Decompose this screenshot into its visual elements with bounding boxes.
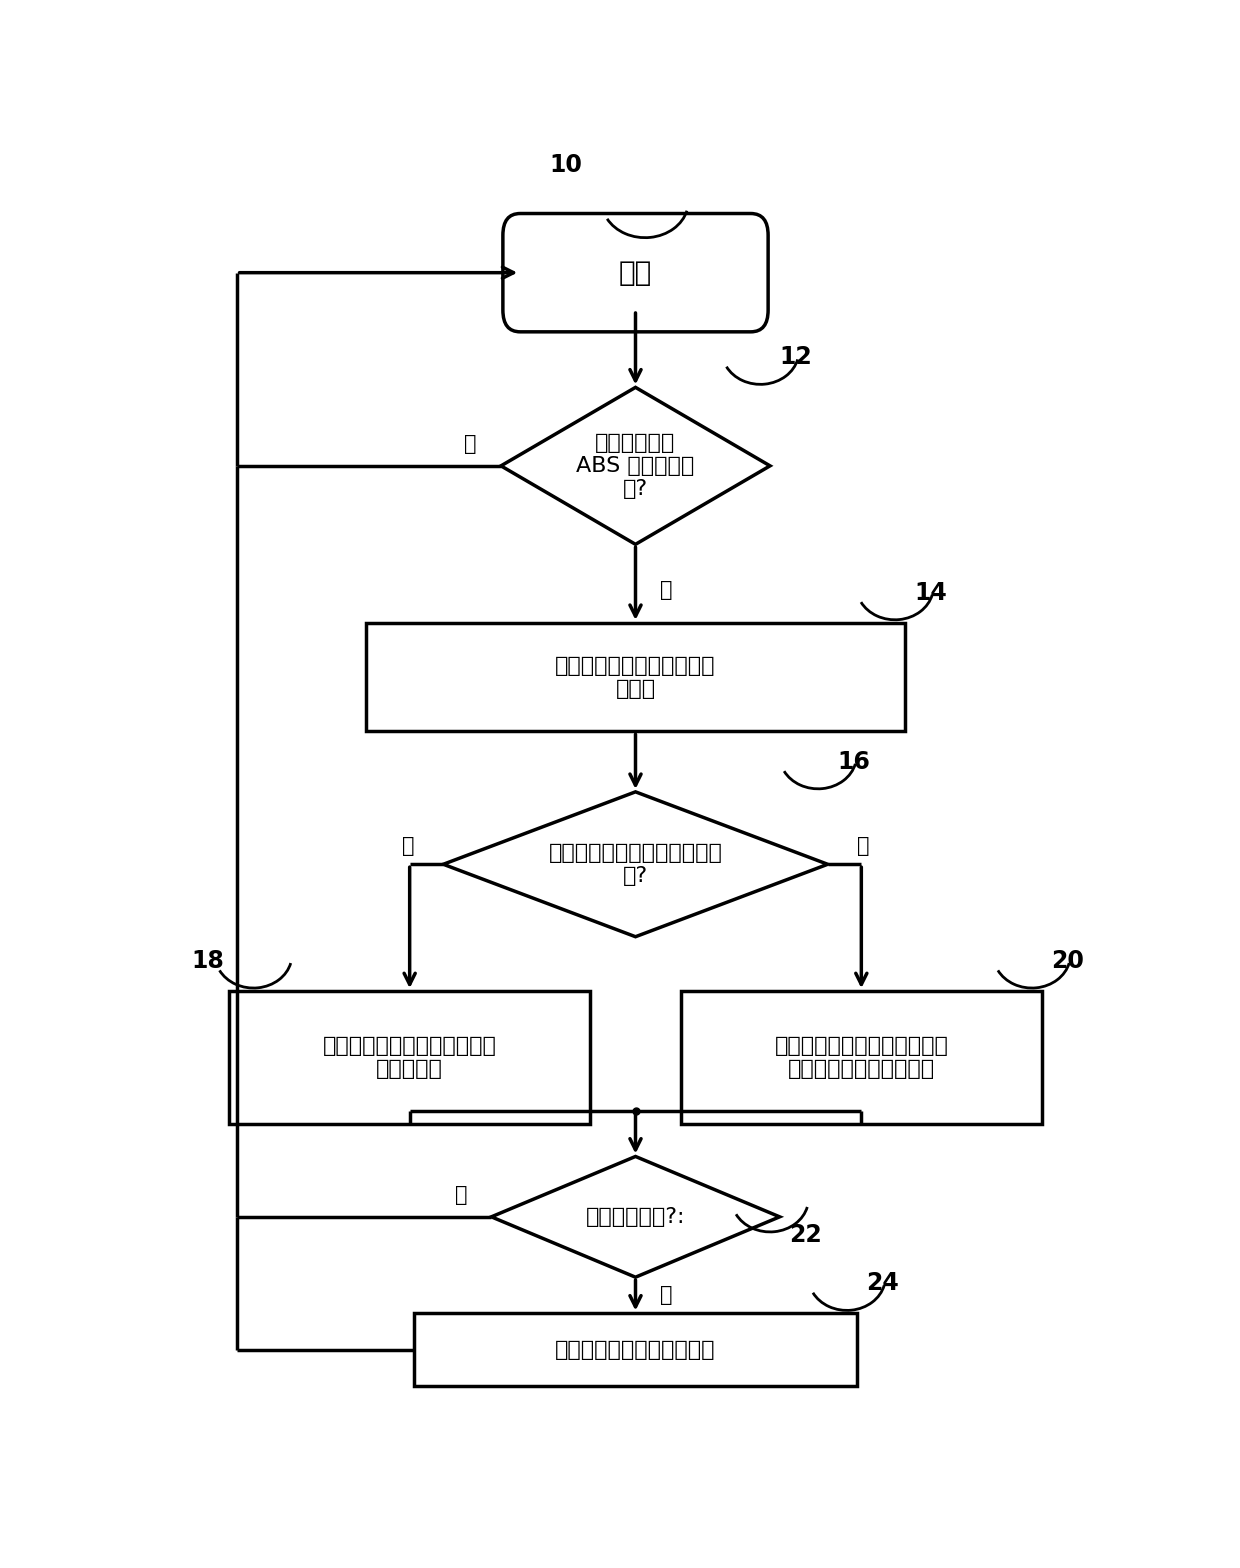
Text: 是: 是 <box>857 836 869 856</box>
Bar <box>229 991 590 1124</box>
Text: 开始: 开始 <box>619 259 652 287</box>
Text: 22: 22 <box>789 1223 822 1247</box>
FancyBboxPatch shape <box>503 213 768 332</box>
Text: 在四轮模式中
ABS 系统是活动
的?: 在四轮模式中 ABS 系统是活动 的? <box>577 433 694 499</box>
Text: 低摩擦系数或全部车轮已经抗
死?: 低摩擦系数或全部车轮已经抗 死? <box>548 842 723 886</box>
Text: 14: 14 <box>914 580 947 605</box>
Text: 是: 是 <box>660 1286 672 1305</box>
Text: 18: 18 <box>192 949 224 972</box>
Text: 否: 否 <box>465 434 477 455</box>
Text: 10: 10 <box>549 154 582 177</box>
Text: 确定压力极限作为抗死制动压
力的最大值加上安全余量: 确定压力极限作为抗死制动压 力的最大值加上安全余量 <box>775 1036 949 1079</box>
Text: 将制动压力降低到压力极限: 将制动压力降低到压力极限 <box>556 1339 715 1359</box>
Text: 24: 24 <box>866 1272 899 1295</box>
Text: 12: 12 <box>780 345 812 370</box>
Text: 16: 16 <box>837 750 870 773</box>
Polygon shape <box>491 1157 780 1278</box>
Polygon shape <box>444 792 828 936</box>
Bar <box>414 1314 857 1386</box>
Text: 确定压力极限作为抗死制动压
力的最大值: 确定压力极限作为抗死制动压 力的最大值 <box>322 1036 496 1079</box>
Text: 否: 否 <box>402 836 414 856</box>
Polygon shape <box>501 387 770 544</box>
Text: 是: 是 <box>660 580 672 599</box>
Text: 否: 否 <box>455 1185 467 1206</box>
Bar <box>681 991 1042 1124</box>
Text: 20: 20 <box>1052 949 1084 972</box>
Text: 超过压力极限?:: 超过压力极限?: <box>585 1207 686 1226</box>
Text: 估计导致单个车轮抗死的制
动压力: 估计导致单个车轮抗死的制 动压力 <box>556 655 715 699</box>
Bar <box>367 622 905 732</box>
